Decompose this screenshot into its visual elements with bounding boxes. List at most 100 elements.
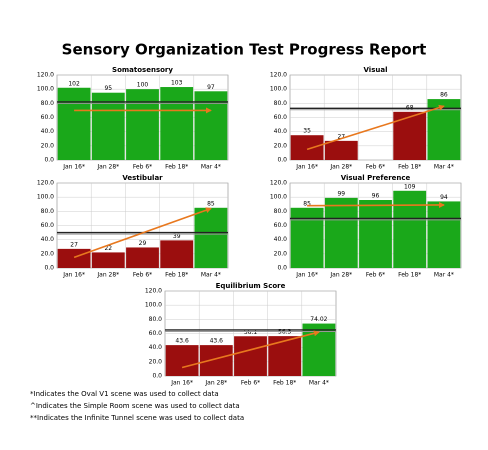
x-tick-label: Jan 16* <box>295 272 318 279</box>
y-tick-label: 0.0 <box>277 265 287 272</box>
x-tick-label: Jan 28* <box>204 380 227 387</box>
bar <box>290 135 324 160</box>
y-tick-label: 60.0 <box>41 114 55 121</box>
value-label: 85 <box>303 200 311 207</box>
x-tick-label: Mar 4* <box>434 272 454 279</box>
y-tick-label: 60.0 <box>274 114 288 121</box>
y-tick-label: 80.0 <box>274 100 288 107</box>
bar <box>199 345 233 376</box>
y-tick-label: 20.0 <box>149 358 163 365</box>
bar <box>324 197 358 268</box>
bar <box>393 111 427 160</box>
x-tick-label: Feb 18* <box>398 164 421 171</box>
y-tick-label: 20.0 <box>274 142 288 149</box>
bar <box>126 89 159 160</box>
y-tick-label: 120.0 <box>37 180 54 187</box>
bar <box>427 201 461 268</box>
y-tick-label: 60.0 <box>149 330 163 337</box>
value-label: 85 <box>207 200 215 207</box>
x-tick-label: Jan 16* <box>62 272 85 279</box>
bar <box>126 247 159 268</box>
y-tick-label: 80.0 <box>274 208 288 215</box>
value-label: 39 <box>173 233 181 240</box>
value-label: 29 <box>139 240 147 247</box>
x-tick-label: Feb 18* <box>165 272 188 279</box>
bar <box>324 140 358 160</box>
value-label: 100 <box>137 82 149 89</box>
y-tick-label: 40.0 <box>274 128 288 135</box>
x-tick-label: Feb 6* <box>133 272 152 279</box>
value-label: 96 <box>372 193 380 200</box>
bar <box>160 240 194 268</box>
bar <box>57 248 91 268</box>
x-tick-label: Feb 6* <box>241 380 260 387</box>
x-tick-label: Feb 18* <box>165 164 188 171</box>
y-tick-label: 40.0 <box>41 236 55 243</box>
y-tick-label: 80.0 <box>41 208 55 215</box>
x-tick-label: Feb 6* <box>366 164 385 171</box>
chart-title: Vestibular <box>122 174 163 182</box>
y-tick-label: 0.0 <box>44 265 54 272</box>
x-tick-label: Feb 6* <box>133 164 152 171</box>
value-label: 74.02 <box>310 316 327 323</box>
chart-title: Visual Preference <box>341 174 411 182</box>
x-tick-label: Feb 18* <box>398 272 421 279</box>
value-label: 94 <box>440 194 448 201</box>
bar <box>290 207 324 268</box>
y-tick-label: 120.0 <box>270 72 287 79</box>
value-label: 109 <box>404 183 416 190</box>
chart-title: Somatosensory <box>112 66 173 74</box>
y-tick-label: 120.0 <box>37 72 54 79</box>
bar <box>268 336 302 376</box>
value-label: 56.3 <box>278 329 292 336</box>
footnote: ^Indicates the Simple Room scene was use… <box>30 402 240 410</box>
value-label: 103 <box>171 80 183 87</box>
y-tick-label: 0.0 <box>44 157 54 164</box>
x-tick-label: Jan 28* <box>329 164 352 171</box>
y-tick-label: 40.0 <box>41 128 55 135</box>
chart-title: Equilibrium Score <box>216 282 286 290</box>
trend-arrow <box>306 104 445 151</box>
x-tick-label: Jan 16* <box>170 380 193 387</box>
x-tick-label: Feb 18* <box>273 380 296 387</box>
value-label: 86 <box>440 92 448 99</box>
trend-arrow <box>73 207 212 259</box>
bar <box>194 91 228 160</box>
x-tick-label: Jan 16* <box>295 164 318 171</box>
bar <box>359 200 392 268</box>
bar <box>194 207 228 268</box>
y-tick-label: 120.0 <box>145 288 162 295</box>
footnote: **Indicates the Infinite Tunnel scene wa… <box>30 414 244 422</box>
x-tick-label: Mar 4* <box>309 380 329 387</box>
value-label: 102 <box>68 80 80 87</box>
x-tick-label: Jan 28* <box>96 164 119 171</box>
x-tick-label: Mar 4* <box>201 164 221 171</box>
x-tick-label: Mar 4* <box>434 164 454 171</box>
bar <box>393 190 427 268</box>
report-title: Sensory Organization Test Progress Repor… <box>62 41 427 59</box>
y-tick-label: 100.0 <box>37 86 54 93</box>
x-tick-label: Jan 28* <box>96 272 119 279</box>
y-tick-label: 40.0 <box>274 236 288 243</box>
trend-arrow <box>181 330 320 369</box>
y-tick-label: 60.0 <box>41 222 55 229</box>
x-tick-label: Feb 6* <box>366 272 385 279</box>
x-tick-label: Mar 4* <box>201 272 221 279</box>
y-tick-label: 60.0 <box>274 222 288 229</box>
value-label: 22 <box>104 245 112 252</box>
value-label: 35 <box>303 128 311 135</box>
y-tick-label: 100.0 <box>145 302 162 309</box>
value-label: 56.1 <box>244 329 258 336</box>
y-tick-label: 0.0 <box>277 157 287 164</box>
bar <box>160 87 194 160</box>
y-tick-label: 120.0 <box>270 180 287 187</box>
x-tick-label: Jan 16* <box>62 164 85 171</box>
x-tick-label: Jan 28* <box>329 272 352 279</box>
bar <box>91 92 125 160</box>
y-tick-label: 20.0 <box>41 250 55 257</box>
bar <box>165 345 199 376</box>
y-tick-label: 100.0 <box>37 194 54 201</box>
y-tick-label: 80.0 <box>149 316 163 323</box>
y-tick-label: 80.0 <box>41 100 55 107</box>
